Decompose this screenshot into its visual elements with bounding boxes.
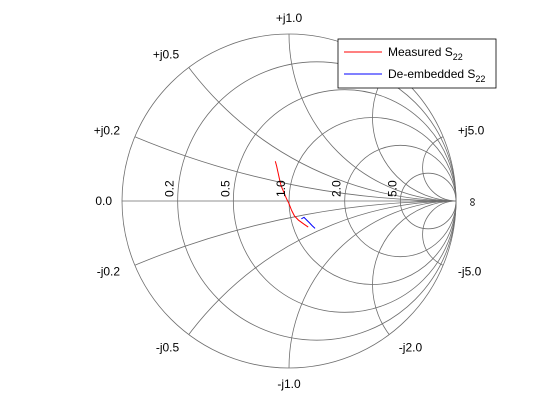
legend-label-measured: Measured S22 [388, 45, 463, 62]
resistance-label-0-5: 0.5 [218, 180, 232, 197]
resistance-label-2: 2.0 [330, 180, 344, 197]
reactance-label-pos-0-5: +j0.5 [153, 48, 180, 62]
reactance-label-pos-5: +j5.0 [458, 124, 485, 138]
legend-label-deembedded: De-embedded S22 [388, 67, 485, 84]
legend: Measured S22 De-embedded S22 [337, 38, 497, 89]
resistance-label-0-2: 0.2 [163, 180, 177, 197]
reactance-arc-pos-5 [422, 133, 456, 202]
resistance-label-0: 0.0 [95, 194, 112, 208]
legend-box [337, 38, 497, 89]
reactance-arc-pos-0-2 [122, 34, 456, 202]
resistance-label-5: 5.0 [385, 180, 399, 197]
reactance-arc-neg-0-5 [122, 200, 456, 368]
reactance-label-pos-0-2: +j0.2 [94, 124, 121, 138]
resistance-label-1: 1.0 [274, 180, 288, 197]
reactance-arc-neg-2 [372, 200, 456, 368]
series-measured-s22 [274, 161, 309, 228]
resistance-label-inf: ∞ [466, 198, 480, 207]
reactance-label-neg-5: -j5.0 [458, 264, 482, 278]
reactance-arc-pos-0-5 [122, 34, 456, 202]
reactance-arc-pos-1 [288, 34, 456, 202]
series-layer [274, 161, 316, 229]
label-layer: 0.0 0.2 0.5 1.0 2.0 5.0 ∞ +j1.0 +j0.5 +j0.2 +j5.0 -… [94, 11, 485, 391]
reactance-label-neg-2: -j2.0 [399, 340, 423, 354]
reactance-arc-neg-5 [422, 200, 456, 269]
reactance-label-neg-0-2: -j0.2 [97, 264, 121, 278]
reactance-label-pos-1: +j1.0 [276, 11, 303, 25]
reactance-arc-neg-1 [288, 200, 456, 368]
reactance-arc-pos-2 [372, 34, 456, 202]
reactance-label-neg-0-5: -j0.5 [156, 340, 180, 354]
reactance-label-neg-1: -j1.0 [277, 377, 301, 391]
series-deembedded-s22 [301, 216, 316, 229]
